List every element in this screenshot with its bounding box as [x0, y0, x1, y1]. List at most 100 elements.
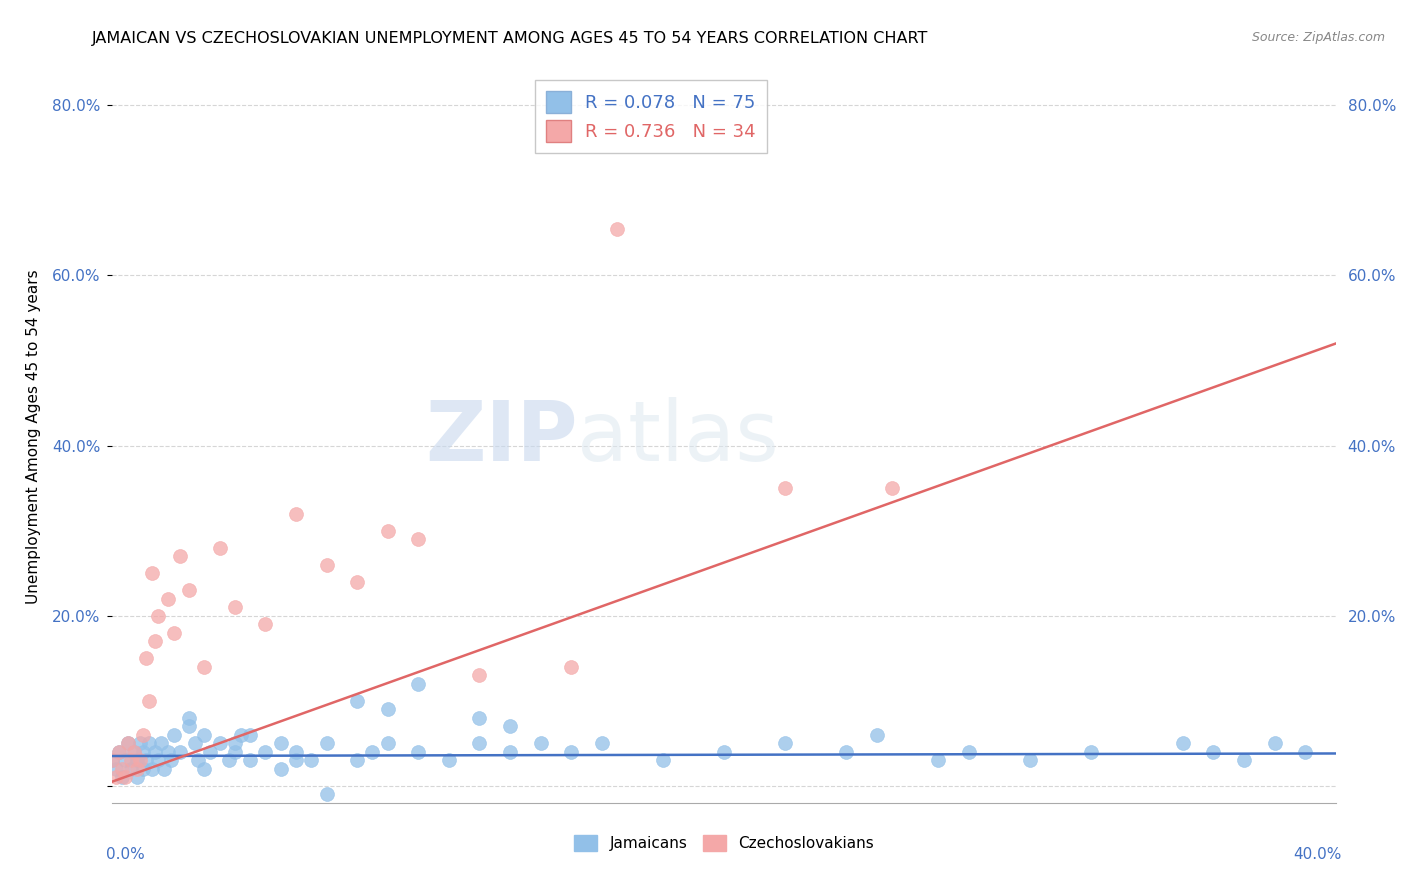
- Point: [125, 762, 148, 776]
- Text: JAMAICAN VS CZECHOSLOVAKIAN UNEMPLOYMENT AMONG AGES 45 TO 54 YEARS CORRELATION C: JAMAICAN VS CZECHOSLOVAKIAN UNEMPLOYMENT…: [91, 31, 928, 46]
- Point: [866, 728, 889, 742]
- Text: atlas: atlas: [578, 397, 779, 477]
- Point: [177, 583, 200, 598]
- Point: [138, 694, 160, 708]
- Point: [129, 736, 152, 750]
- Point: [927, 753, 949, 767]
- Point: [120, 753, 142, 767]
- Point: [468, 711, 491, 725]
- Point: [156, 745, 179, 759]
- Point: [560, 659, 582, 673]
- Point: [1018, 753, 1040, 767]
- Point: [775, 736, 797, 750]
- Point: [111, 762, 134, 776]
- Point: [120, 762, 142, 776]
- Point: [148, 608, 170, 623]
- Point: [150, 736, 173, 750]
- Point: [346, 694, 368, 708]
- Point: [437, 753, 460, 767]
- Point: [224, 745, 246, 759]
- Point: [468, 668, 491, 682]
- Point: [122, 745, 145, 759]
- Point: [270, 762, 292, 776]
- Point: [408, 677, 430, 691]
- Point: [138, 736, 160, 750]
- Point: [159, 753, 181, 767]
- Point: [408, 745, 430, 759]
- Point: [882, 481, 904, 495]
- Text: 0.0%: 0.0%: [107, 847, 145, 862]
- Point: [377, 524, 399, 538]
- Point: [468, 736, 491, 750]
- Point: [193, 762, 215, 776]
- Point: [104, 762, 127, 776]
- Point: [208, 541, 231, 555]
- Point: [132, 745, 155, 759]
- Point: [177, 719, 200, 733]
- Point: [129, 753, 152, 767]
- Point: [114, 753, 136, 767]
- Point: [135, 753, 157, 767]
- Point: [101, 753, 124, 767]
- Text: ZIP: ZIP: [425, 397, 578, 477]
- Y-axis label: Unemployment Among Ages 45 to 54 years: Unemployment Among Ages 45 to 54 years: [27, 269, 41, 605]
- Point: [606, 221, 628, 235]
- Point: [117, 736, 139, 750]
- Point: [499, 719, 522, 733]
- Point: [184, 736, 207, 750]
- Point: [163, 728, 186, 742]
- Point: [284, 507, 308, 521]
- Point: [284, 753, 308, 767]
- Point: [169, 745, 191, 759]
- Point: [239, 728, 262, 742]
- Point: [143, 634, 166, 648]
- Point: [208, 736, 231, 750]
- Point: [315, 558, 337, 572]
- Point: [239, 753, 262, 767]
- Point: [122, 745, 145, 759]
- Point: [652, 753, 675, 767]
- Point: [361, 745, 384, 759]
- Point: [377, 702, 399, 716]
- Point: [835, 745, 858, 759]
- Point: [218, 753, 240, 767]
- Point: [177, 711, 200, 725]
- Point: [107, 745, 129, 759]
- Point: [141, 566, 163, 581]
- Point: [1171, 736, 1194, 750]
- Point: [315, 736, 337, 750]
- Point: [713, 745, 735, 759]
- Point: [163, 625, 186, 640]
- Point: [346, 574, 368, 589]
- Point: [224, 600, 246, 615]
- Point: [132, 762, 155, 776]
- Point: [530, 736, 553, 750]
- Point: [299, 753, 322, 767]
- Point: [284, 745, 308, 759]
- Point: [1264, 736, 1286, 750]
- Point: [254, 745, 277, 759]
- Point: [107, 745, 129, 759]
- Point: [117, 736, 139, 750]
- Point: [193, 728, 215, 742]
- Text: Source: ZipAtlas.com: Source: ZipAtlas.com: [1251, 31, 1385, 45]
- Point: [270, 736, 292, 750]
- Point: [1202, 745, 1225, 759]
- Point: [148, 753, 170, 767]
- Point: [141, 762, 163, 776]
- Point: [408, 532, 430, 546]
- Point: [156, 591, 179, 606]
- Point: [224, 736, 246, 750]
- Point: [114, 770, 136, 784]
- Point: [1294, 745, 1316, 759]
- Point: [132, 728, 155, 742]
- Point: [101, 753, 124, 767]
- Point: [229, 728, 252, 742]
- Point: [125, 753, 148, 767]
- Point: [591, 736, 613, 750]
- Point: [957, 745, 980, 759]
- Point: [560, 745, 582, 759]
- Point: [187, 753, 209, 767]
- Point: [346, 753, 368, 767]
- Point: [200, 745, 222, 759]
